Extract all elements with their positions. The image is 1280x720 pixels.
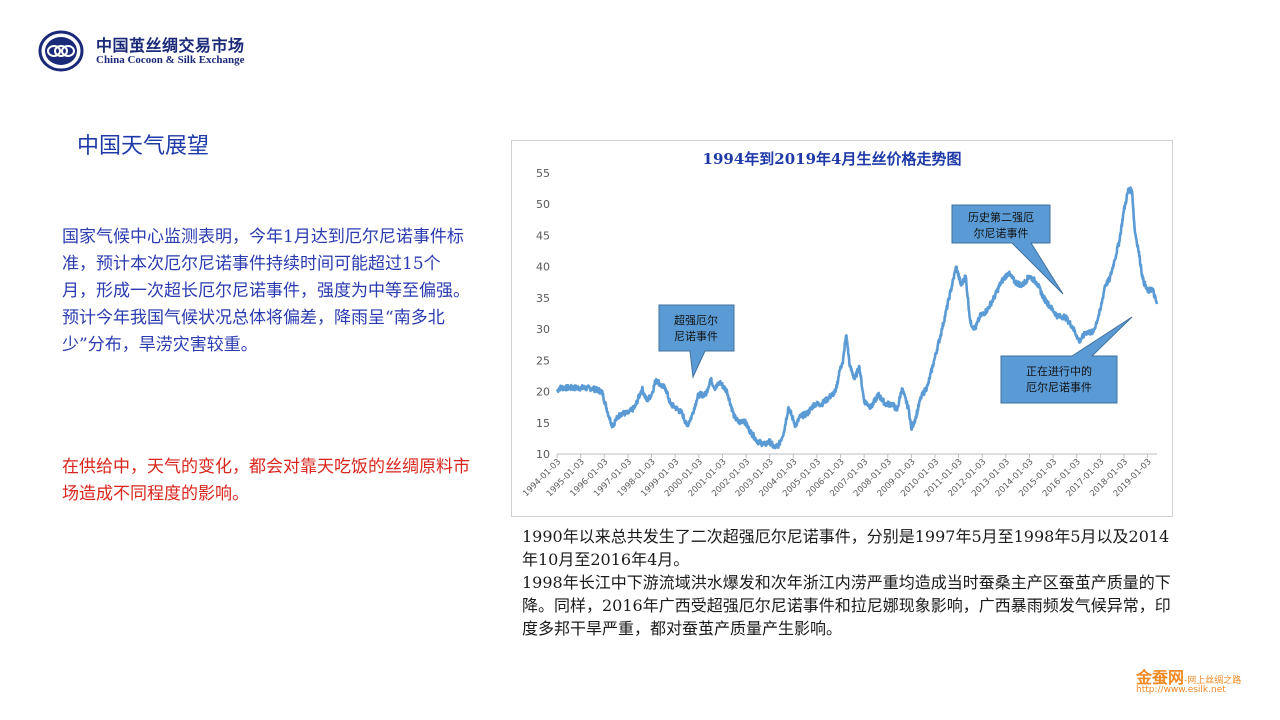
y-tick-label: 40: [536, 261, 550, 274]
exchange-logo: 中国茧丝绸交易市场 China Cocoon & Silk Exchange: [38, 30, 253, 72]
y-tick-label: 15: [536, 417, 550, 430]
annotation-second-strongest: 历史第二强厄 尔尼诺事件: [951, 204, 1064, 295]
annotation-super-el-nino-line-2: 尼诺事件: [674, 330, 718, 343]
esilk-brand: 金蚕网-网上丝绸之路: [1136, 664, 1241, 688]
exchange-logo-icon: [38, 30, 84, 72]
y-tick-label: 25: [536, 354, 550, 367]
y-tick-label: 10: [536, 448, 550, 461]
y-tick-label: 55: [536, 167, 550, 180]
climate-outlook-line-2: 预计今年我国气候状况总体将偏差，降雨呈“南多北少”分布，旱涝灾害较重。: [62, 308, 445, 355]
silk-price-chart: 1994年到2019年4月生丝价格走势图 10 15 20 25 30 35 40 45 50 5…: [511, 140, 1173, 517]
x-axis: 1994-01-031995-01-031996-01-031997-01-03…: [521, 453, 1157, 499]
silk-price-chart-svg: 1994年到2019年4月生丝价格走势图 10 15 20 25 30 35 40 45 50 5…: [521, 150, 1159, 499]
annotation-ongoing-el-nino-line-1: 正在进行中的: [1026, 364, 1092, 378]
y-axis: 10 15 20 25 30 35 40 45 50 55: [536, 167, 550, 461]
slide-title: 中国天气展望: [77, 134, 210, 159]
logo-english-name: China Cocoon & Silk Exchange: [96, 54, 245, 66]
silk-price-series-line: [555, 186, 1159, 450]
logo-chinese-name: 中国茧丝绸交易市场: [96, 36, 245, 55]
y-tick-label: 20: [536, 386, 550, 399]
climate-outlook-line-1: 国家气候中心监测表明，今年1月达到厄尔尼诺事件标准，预计本次厄尔尼诺事件持续时间…: [62, 227, 470, 301]
chart-title: 1994年到2019年4月生丝价格走势图: [703, 150, 962, 168]
el-nino-history-line-1: 1990年以来总共发生了二次超强厄尔尼诺事件，分别是1997年5月至1998年5…: [522, 527, 1170, 569]
esilk-url[interactable]: http://www.esilk.net: [1136, 685, 1226, 695]
annotation-super-el-nino-line-1: 超强厄尔: [674, 313, 718, 327]
annotation-ongoing-el-nino: 正在进行中的 厄尔尼诺事件: [1000, 316, 1133, 404]
annotation-ongoing-el-nino-line-2: 厄尔尼诺事件: [1026, 381, 1092, 394]
el-nino-history-note: 1990年以来总共发生了二次超强厄尔尼诺事件，分别是1997年5月至1998年5…: [522, 525, 1182, 640]
y-tick-label: 35: [536, 292, 550, 305]
supply-impact-paragraph: 在供给中，天气的变化，都会对靠天吃饭的丝绸原料市场造成不同程度的影响。: [62, 457, 470, 504]
annotation-second-strongest-line-2: 尔尼诺事件: [974, 227, 1029, 240]
y-tick-label: 50: [536, 198, 550, 211]
annotation-super-el-nino: 超强厄尔 尼诺事件: [658, 304, 735, 379]
y-tick-label: 30: [536, 323, 550, 336]
climate-outlook-paragraph: 国家气候中心监测表明，今年1月达到厄尔尼诺事件标准，预计本次厄尔尼诺事件持续时间…: [62, 224, 472, 359]
esilk-brand-name: 金蚕网: [1136, 668, 1185, 687]
annotation-second-strongest-line-1: 历史第二强厄: [968, 210, 1034, 224]
esilk-tagline: -网上丝绸之路: [1184, 676, 1242, 686]
el-nino-history-line-2: 1998年长江中下游流域洪水爆发和次年浙江内涝严重均造成当时蚕桑主产区蚕茧产质量…: [522, 573, 1171, 638]
y-tick-label: 45: [536, 229, 550, 242]
